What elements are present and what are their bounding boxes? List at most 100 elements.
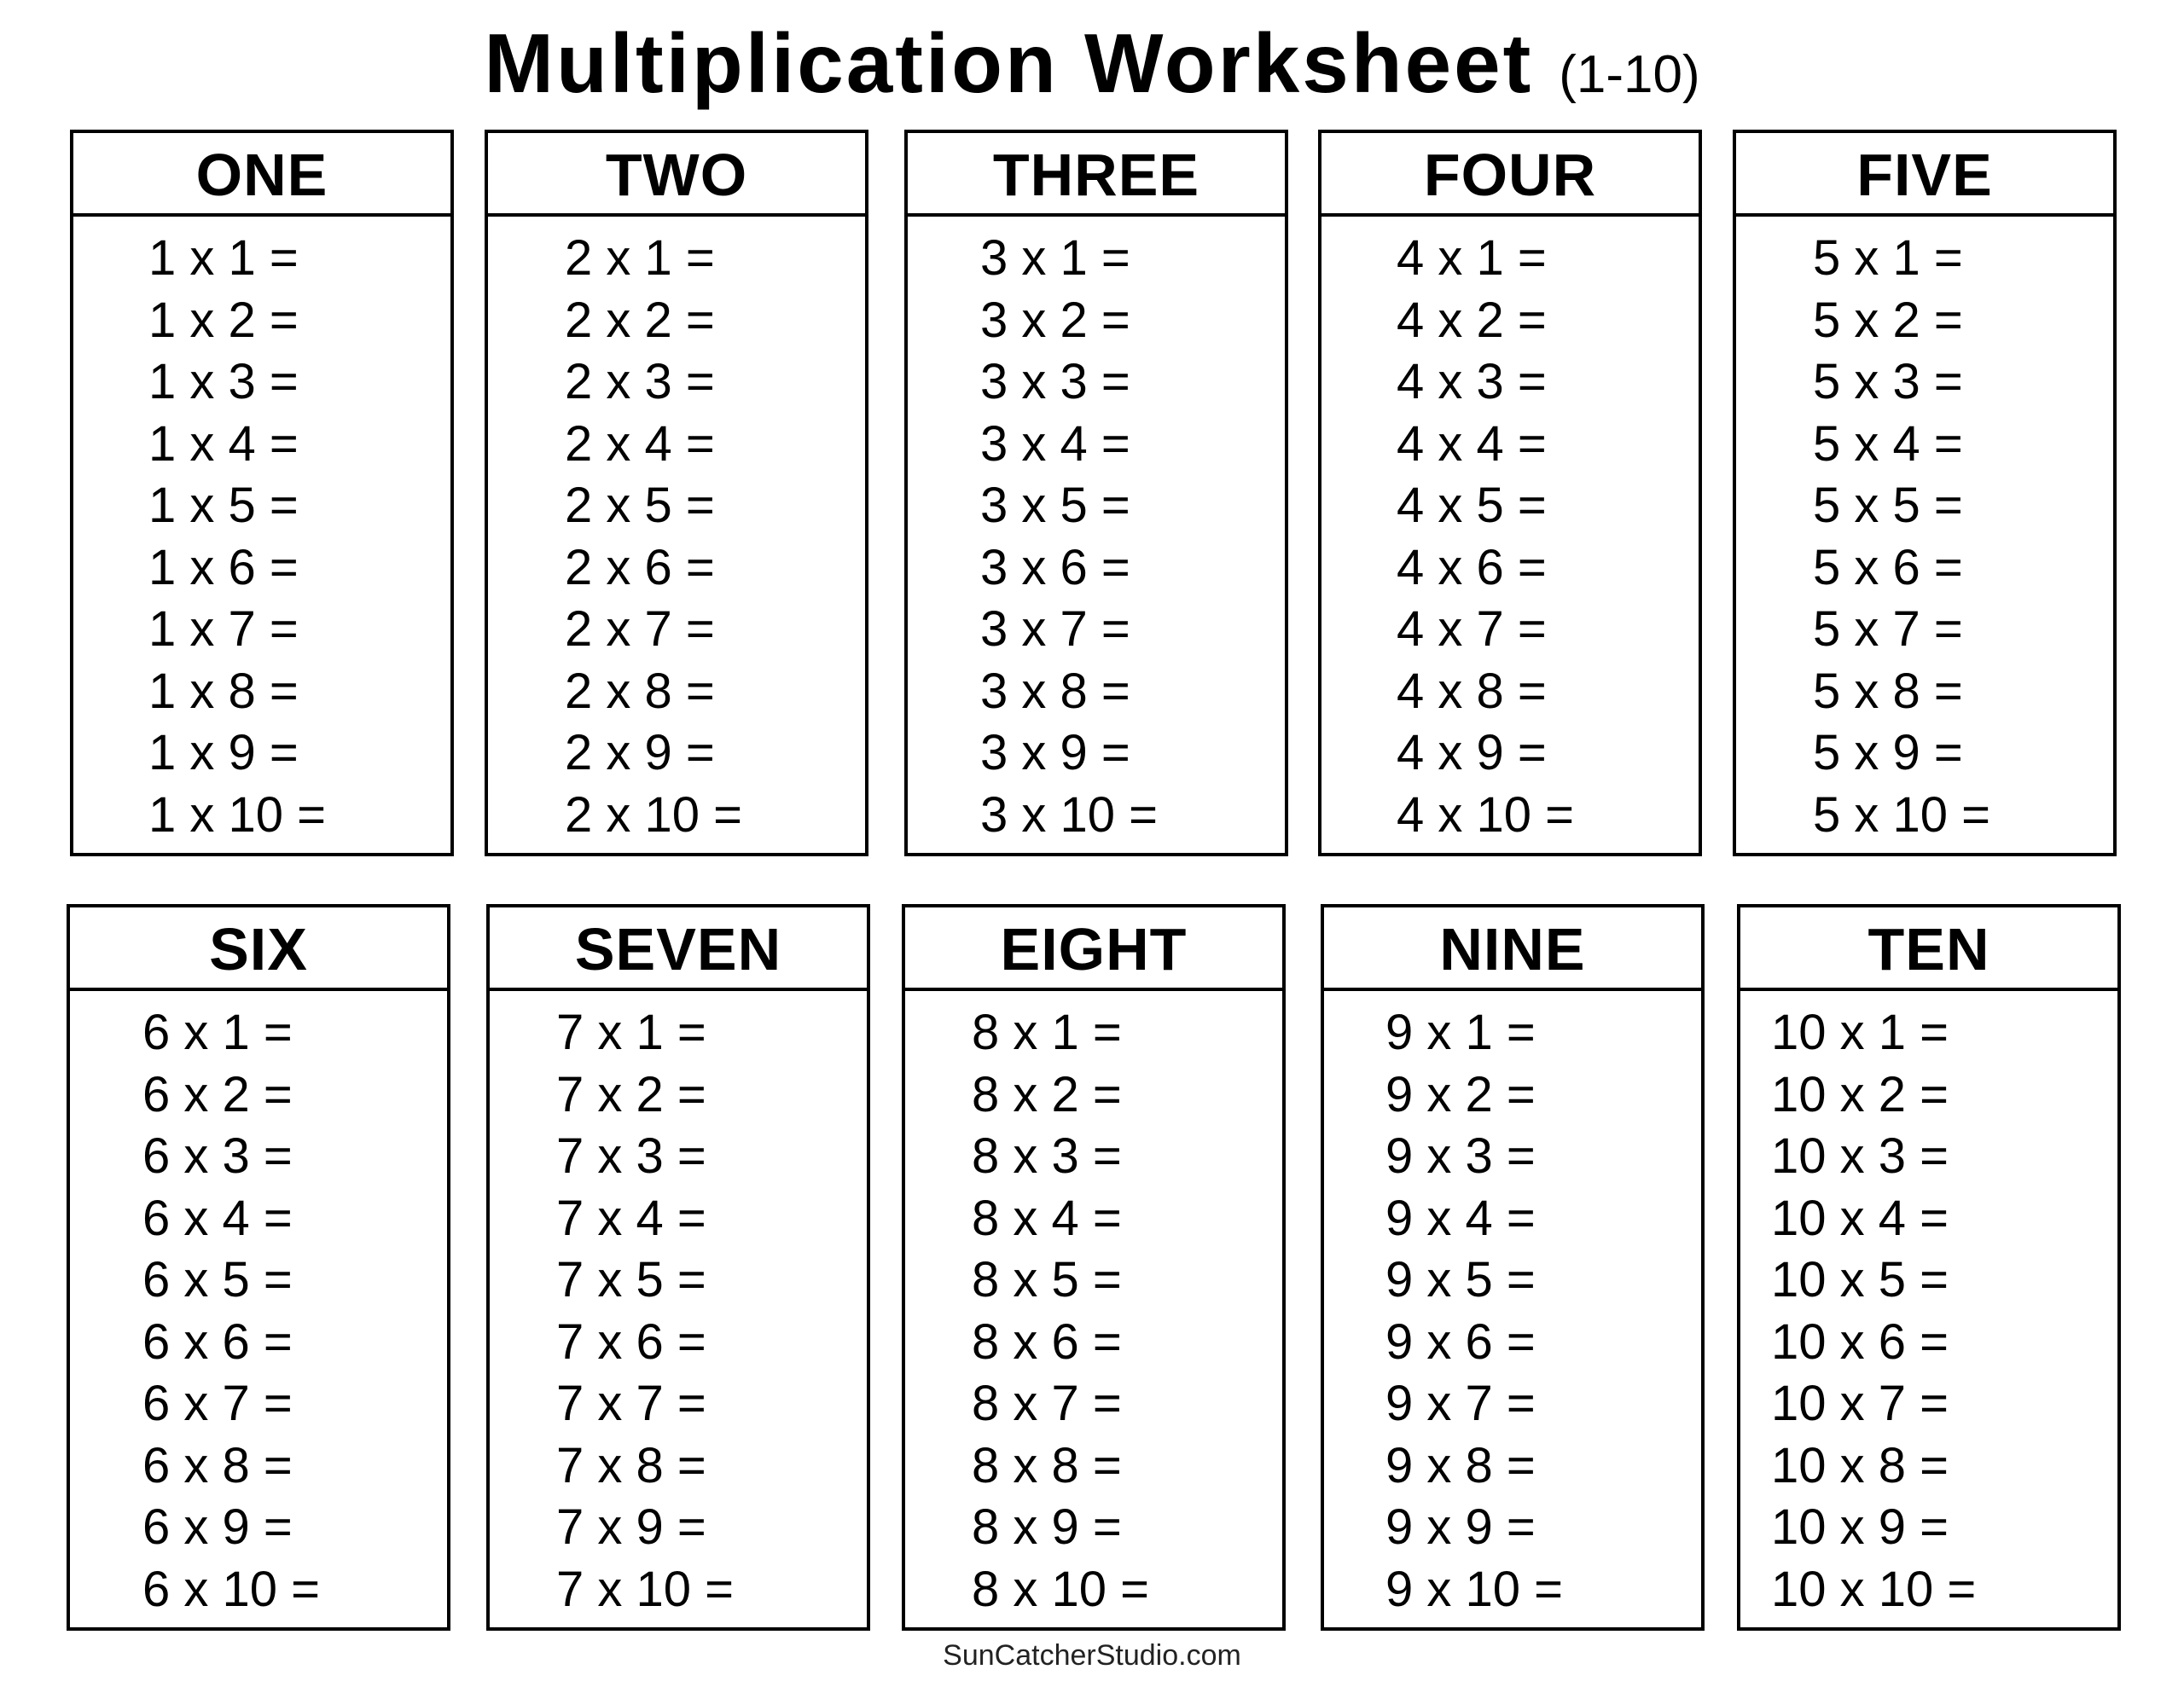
problem-row: 10 x 6 = [1771,1313,1949,1370]
problem-row: 3 x 4 = [980,415,1130,472]
problem-row: 7 x 1 = [556,1005,706,1060]
title-main: Multiplication Worksheet [484,16,1534,110]
problem-row: 9 x 9 = [1385,1499,1536,1555]
problem-row: 6 x 6 = [142,1313,293,1370]
problem-row: 8 x 4 = [972,1190,1122,1246]
problem-row: 5 x 1 = [1813,230,1963,286]
problem-row: 7 x 8 = [556,1437,706,1493]
problem-row: 1 x 10 = [148,786,326,843]
problem-row: 3 x 3 = [980,354,1130,409]
problem-row: 7 x 10 = [556,1561,734,1617]
problem-row: 3 x 10 = [980,786,1158,843]
table-six: SIX 6 x 1 = 6 x 2 = 6 x 3 = 6 x 4 = 6 x 5 = 6 … [67,904,450,1631]
table-four: FOUR 4 x 1 = 4 x 2 = 4 x 3 = 4 x 4 = 4 x 5 = 4… [1318,130,1702,856]
page-title: Multiplication Worksheet (1-10) [0,15,2184,112]
table-eight: EIGHT 8 x 1 = 8 x 2 = 8 x 3 = 8 x 4 = 8 x 5 =… [902,904,1286,1631]
problem-row: 8 x 7 = [972,1376,1122,1431]
problem-row: 10 x 10 = [1771,1561,1977,1617]
problem-row: 3 x 5 = [980,478,1130,533]
problem-row: 6 x 7 = [142,1376,293,1431]
table-body: 6 x 1 = 6 x 2 = 6 x 3 = 6 x 4 = 6 x 5 = 6 x 6… [70,991,447,1620]
table-body: 9 x 1 = 9 x 2 = 9 x 3 = 9 x 4 = 9 x 5 = 9 x 6… [1324,991,1701,1620]
problem-row: 8 x 5 = [972,1252,1122,1307]
problem-row: 1 x 8 = [148,663,299,719]
problem-row: 2 x 4 = [565,415,715,472]
problem-row: 6 x 4 = [142,1190,293,1246]
problem-row: 1 x 4 = [148,415,299,472]
problem-row: 3 x 7 = [980,601,1130,657]
problem-row: 7 x 6 = [556,1313,706,1370]
table-heading: NINE [1324,907,1701,991]
problem-row: 4 x 1 = [1397,230,1547,286]
problem-row: 4 x 9 = [1397,725,1547,780]
problem-row: 6 x 5 = [142,1252,293,1307]
problem-row: 4 x 6 = [1397,539,1547,595]
problem-row: 10 x 8 = [1771,1437,1949,1493]
table-heading: TEN [1740,907,2117,991]
problem-row: 9 x 5 = [1385,1252,1536,1307]
table-heading: FOUR [1321,133,1699,217]
problem-row: 10 x 4 = [1771,1190,1949,1246]
problem-row: 3 x 1 = [980,230,1130,286]
problem-row: 1 x 3 = [148,354,299,409]
problem-row: 6 x 10 = [142,1561,320,1617]
problem-row: 2 x 10 = [565,786,742,843]
table-body: 4 x 1 = 4 x 2 = 4 x 3 = 4 x 4 = 4 x 5 = 4 x 6… [1321,217,1699,846]
problem-row: 1 x 2 = [148,292,299,348]
problem-row: 5 x 5 = [1813,478,1963,533]
problem-row: 3 x 2 = [980,292,1130,348]
problem-row: 1 x 7 = [148,601,299,657]
problem-row: 10 x 7 = [1771,1376,1949,1431]
problem-row: 4 x 2 = [1397,292,1547,348]
problem-row: 10 x 1 = [1771,1005,1949,1060]
problem-row: 5 x 2 = [1813,292,1963,348]
table-five: FIVE 5 x 1 = 5 x 2 = 5 x 3 = 5 x 4 = 5 x 5 = 5… [1733,130,2117,856]
problem-row: 1 x 5 = [148,478,299,533]
problem-row: 7 x 9 = [556,1499,706,1555]
problem-row: 9 x 10 = [1385,1561,1563,1617]
problem-row: 4 x 7 = [1397,601,1547,657]
problem-row: 1 x 9 = [148,725,299,780]
table-heading: TWO [488,133,865,217]
problem-row: 6 x 9 = [142,1499,293,1555]
table-body: 7 x 1 = 7 x 2 = 7 x 3 = 7 x 4 = 7 x 5 = 7 x 6… [490,991,867,1620]
problem-row: 9 x 3 = [1385,1128,1536,1184]
problem-row: 10 x 2 = [1771,1066,1949,1122]
problem-row: 7 x 7 = [556,1376,706,1431]
problem-row: 5 x 3 = [1813,354,1963,409]
problem-row: 4 x 10 = [1397,786,1574,843]
problem-row: 4 x 3 = [1397,354,1547,409]
problem-row: 9 x 7 = [1385,1376,1536,1431]
problem-row: 6 x 8 = [142,1437,293,1493]
problem-row: 10 x 5 = [1771,1252,1949,1307]
problem-row: 8 x 3 = [972,1128,1122,1184]
problem-row: 6 x 2 = [142,1066,293,1122]
problem-row: 1 x 1 = [148,230,299,286]
problem-row: 7 x 4 = [556,1190,706,1246]
table-body: 2 x 1 = 2 x 2 = 2 x 3 = 2 x 4 = 2 x 5 = 2 x 6… [488,217,865,846]
problem-row: 4 x 4 = [1397,415,1547,472]
table-heading: ONE [73,133,450,217]
table-body: 10 x 1 = 10 x 2 = 10 x 3 = 10 x 4 = 10 x 5 =… [1740,991,2117,1620]
problem-row: 5 x 6 = [1813,539,1963,595]
problem-row: 9 x 4 = [1385,1190,1536,1246]
title-range: (1-10) [1559,45,1700,104]
table-two: TWO 2 x 1 = 2 x 2 = 2 x 3 = 2 x 4 = 2 x 5 = 2 … [485,130,868,856]
problem-row: 10 x 9 = [1771,1499,1949,1555]
problem-row: 3 x 9 = [980,725,1130,780]
problem-row: 10 x 3 = [1771,1128,1949,1184]
problem-row: 7 x 5 = [556,1252,706,1307]
problem-row: 5 x 10 = [1813,786,1990,843]
table-body: 1 x 1 = 1 x 2 = 1 x 3 = 1 x 4 = 1 x 5 = 1 x 6… [73,217,450,846]
problem-row: 8 x 10 = [972,1561,1149,1617]
table-body: 8 x 1 = 8 x 2 = 8 x 3 = 8 x 4 = 8 x 5 = 8 x 6… [905,991,1282,1620]
problem-row: 7 x 3 = [556,1128,706,1184]
problem-row: 9 x 6 = [1385,1313,1536,1370]
problem-row: 8 x 2 = [972,1066,1122,1122]
table-heading: SEVEN [490,907,867,991]
problem-row: 5 x 7 = [1813,601,1963,657]
problem-row: 9 x 1 = [1385,1005,1536,1060]
problem-row: 4 x 8 = [1397,663,1547,719]
table-heading: EIGHT [905,907,1282,991]
table-body: 3 x 1 = 3 x 2 = 3 x 3 = 3 x 4 = 3 x 5 = 3 x 6… [908,217,1285,846]
